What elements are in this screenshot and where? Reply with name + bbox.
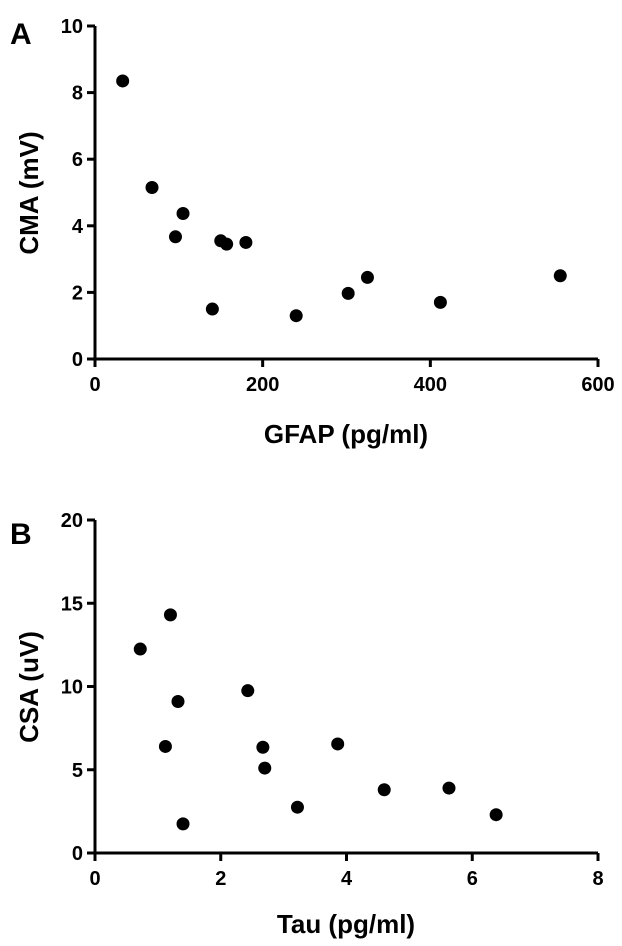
- panel-b-ticks: 0 2 4 6 8 0 5 10 15 20: [61, 510, 604, 890]
- panel-b-data-point: [489, 808, 503, 822]
- panel-a-scatter-chart: A 0 200 400 600 0 2 4 6 8 10 GFAP (pg/ml) CMA (mV…: [10, 16, 615, 449]
- panel-a-points: [116, 74, 567, 323]
- panel-b-x-tick-label: 8: [592, 868, 603, 890]
- panel-a-data-point: [205, 302, 219, 316]
- panel-a-data-point: [360, 270, 374, 284]
- panel-a-x-tick-label: 600: [581, 374, 614, 396]
- panel-b-y-tick-label: 10: [61, 677, 83, 699]
- panel-b-y-tick-label: 5: [72, 760, 83, 782]
- panel-b-scatter-chart: B 0 2 4 6 8 0 5 10 15 20 Tau (pg/ml) CSA (uV): [10, 510, 604, 939]
- panel-a-y-axis-title: CMA (mV): [14, 131, 44, 254]
- panel-b-data-point: [331, 737, 345, 751]
- panel-a-data-point: [176, 206, 190, 220]
- panel-a-data-point: [168, 230, 182, 244]
- panel-a-x-tick-label: 400: [414, 374, 447, 396]
- panel-b-data-point: [241, 684, 255, 698]
- panel-a-data-point: [553, 269, 567, 283]
- panel-a-data-point: [116, 74, 130, 88]
- panel-a-data-point: [145, 181, 159, 195]
- panel-a-data-point: [433, 295, 447, 309]
- panel-b-x-axis-title: Tau (pg/ml): [277, 909, 415, 939]
- panel-b-data-point: [442, 781, 456, 795]
- panel-b-letter: B: [10, 518, 32, 551]
- panel-a-axes: [93, 26, 598, 361]
- panel-b-x-tick-label: 0: [89, 868, 100, 890]
- panel-a-data-point: [220, 237, 234, 251]
- panel-b-data-point: [171, 694, 185, 708]
- panel-b-x-tick-label: 4: [341, 868, 353, 890]
- panel-b-x-tick-label: 2: [215, 868, 226, 890]
- panel-b-data-point: [258, 761, 272, 775]
- panel-a-y-tick-label: 4: [72, 216, 84, 238]
- panel-b-data-point: [176, 817, 190, 831]
- panel-a-x-tick-label: 200: [246, 374, 279, 396]
- panel-b-data-point: [163, 608, 177, 622]
- panel-a-x-axis-title: GFAP (pg/ml): [264, 419, 428, 449]
- panel-a-data-point: [289, 309, 303, 323]
- panel-a-data-point: [341, 286, 355, 300]
- panel-b-y-axis-title: CSA (uV): [14, 631, 44, 743]
- panel-a-letter: A: [10, 18, 32, 51]
- panel-b-points: [133, 608, 503, 831]
- panel-a-y-tick-label: 2: [72, 282, 83, 304]
- panel-b-data-point: [133, 642, 147, 656]
- panel-b-y-tick-label: 20: [61, 510, 83, 532]
- panel-a-y-tick-label: 10: [61, 16, 83, 38]
- panel-b-y-tick-label: 15: [61, 593, 83, 615]
- panel-b-data-point: [290, 800, 304, 814]
- panel-a-y-tick-label: 8: [72, 83, 83, 105]
- panel-b-axes: [93, 520, 598, 855]
- panel-b-data-point: [377, 783, 391, 797]
- panel-b-data-point: [256, 740, 270, 754]
- panel-b-x-tick-label: 6: [467, 868, 478, 890]
- panel-b-data-point: [158, 739, 172, 753]
- panel-b-y-tick-label: 0: [72, 843, 83, 865]
- panel-a-ticks: 0 200 400 600 0 2 4 6 8 10: [61, 16, 615, 396]
- panel-a-x-tick-label: 0: [89, 374, 100, 396]
- panel-a-y-tick-label: 0: [72, 349, 83, 371]
- panel-a-y-tick-label: 6: [72, 149, 83, 171]
- panel-a-data-point: [239, 235, 253, 249]
